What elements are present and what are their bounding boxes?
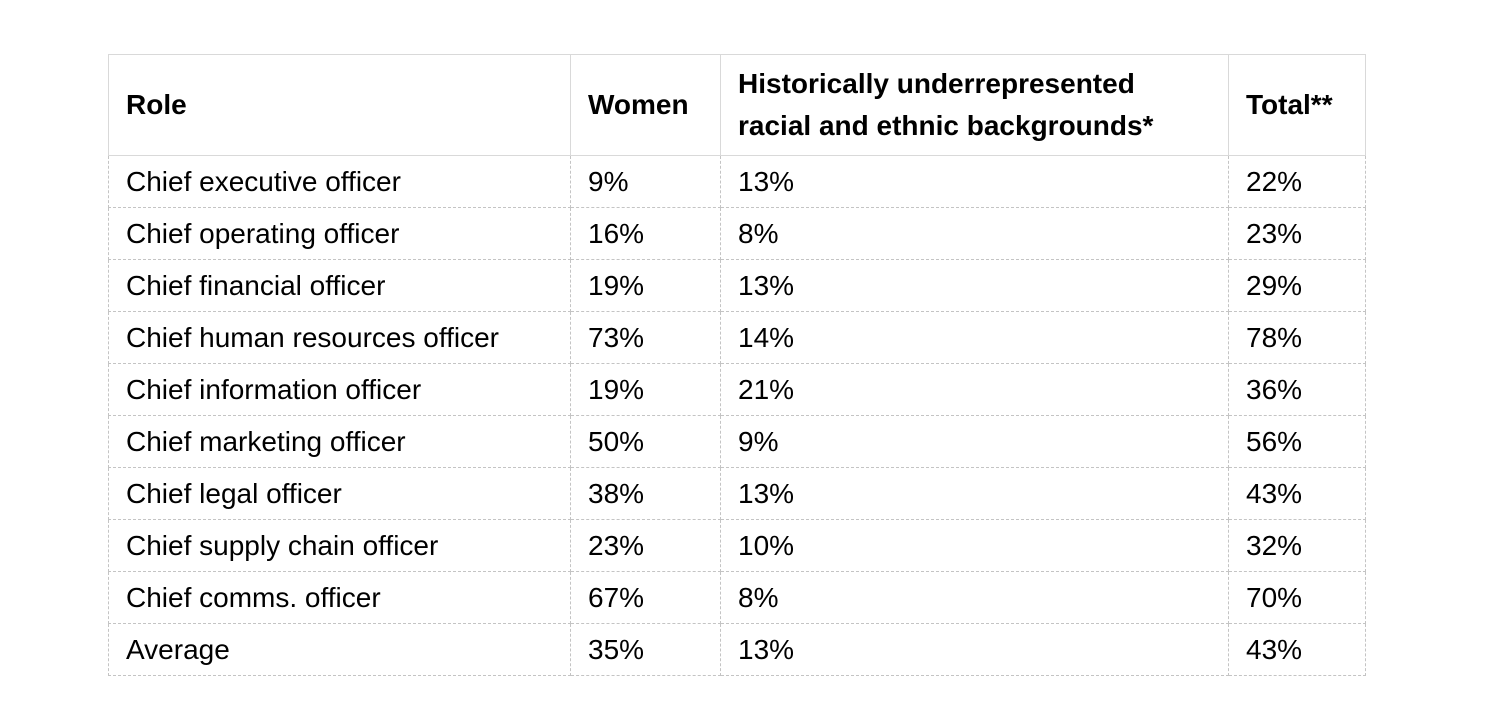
cell-role: Chief human resources officer bbox=[108, 311, 571, 364]
header-cell-women: Women bbox=[570, 54, 721, 156]
table-body: Chief executive officer 9% 13% 22% Chief… bbox=[108, 155, 1366, 676]
cell-women: 50% bbox=[570, 415, 721, 468]
cell-underrepresented: 8% bbox=[720, 571, 1229, 624]
table-row: Chief operating officer 16% 8% 23% bbox=[108, 207, 1366, 260]
cell-underrepresented: 13% bbox=[720, 467, 1229, 520]
cell-role: Chief marketing officer bbox=[108, 415, 571, 468]
table-row: Chief executive officer 9% 13% 22% bbox=[108, 155, 1366, 208]
cell-role: Chief legal officer bbox=[108, 467, 571, 520]
cell-role: Chief information officer bbox=[108, 363, 571, 416]
cell-role: Chief financial officer bbox=[108, 259, 571, 312]
executive-diversity-table-container: Role Women Historically underrepresented… bbox=[108, 54, 1366, 676]
cell-underrepresented: 8% bbox=[720, 207, 1229, 260]
table-row: Chief legal officer 38% 13% 43% bbox=[108, 467, 1366, 520]
cell-underrepresented: 14% bbox=[720, 311, 1229, 364]
cell-women: 19% bbox=[570, 363, 721, 416]
cell-underrepresented: 21% bbox=[720, 363, 1229, 416]
cell-role: Chief operating officer bbox=[108, 207, 571, 260]
table-row: Chief financial officer 19% 13% 29% bbox=[108, 259, 1366, 312]
cell-total: 22% bbox=[1228, 155, 1366, 208]
cell-role: Chief comms. officer bbox=[108, 571, 571, 624]
cell-underrepresented: 13% bbox=[720, 259, 1229, 312]
cell-total: 32% bbox=[1228, 519, 1366, 572]
cell-total: 29% bbox=[1228, 259, 1366, 312]
cell-underrepresented: 13% bbox=[720, 155, 1229, 208]
header-cell-underrepresented: Historically underrepresented racial and… bbox=[720, 54, 1229, 156]
cell-total: 56% bbox=[1228, 415, 1366, 468]
cell-women: 38% bbox=[570, 467, 721, 520]
cell-total: 43% bbox=[1228, 467, 1366, 520]
cell-women: 73% bbox=[570, 311, 721, 364]
table-header: Role Women Historically underrepresented… bbox=[108, 54, 1366, 156]
cell-underrepresented: 13% bbox=[720, 623, 1229, 676]
cell-underrepresented: 9% bbox=[720, 415, 1229, 468]
cell-total: 70% bbox=[1228, 571, 1366, 624]
cell-total: 23% bbox=[1228, 207, 1366, 260]
cell-women: 16% bbox=[570, 207, 721, 260]
table-row: Chief human resources officer 73% 14% 78… bbox=[108, 311, 1366, 364]
cell-total: 78% bbox=[1228, 311, 1366, 364]
cell-total: 43% bbox=[1228, 623, 1366, 676]
cell-women: 23% bbox=[570, 519, 721, 572]
cell-women: 67% bbox=[570, 571, 721, 624]
table-row: Average 35% 13% 43% bbox=[108, 623, 1366, 676]
table-row: Chief information officer 19% 21% 36% bbox=[108, 363, 1366, 416]
header-cell-total: Total** bbox=[1228, 54, 1366, 156]
cell-total: 36% bbox=[1228, 363, 1366, 416]
header-cell-role: Role bbox=[108, 54, 571, 156]
table-row: Chief comms. officer 67% 8% 70% bbox=[108, 571, 1366, 624]
cell-role: Chief executive officer bbox=[108, 155, 571, 208]
table-row: Chief supply chain officer 23% 10% 32% bbox=[108, 519, 1366, 572]
cell-role: Average bbox=[108, 623, 571, 676]
header-row: Role Women Historically underrepresented… bbox=[108, 54, 1366, 156]
cell-women: 9% bbox=[570, 155, 721, 208]
cell-women: 19% bbox=[570, 259, 721, 312]
cell-role: Chief supply chain officer bbox=[108, 519, 571, 572]
cell-underrepresented: 10% bbox=[720, 519, 1229, 572]
executive-diversity-table: Role Women Historically underrepresented… bbox=[108, 54, 1366, 676]
cell-women: 35% bbox=[570, 623, 721, 676]
table-row: Chief marketing officer 50% 9% 56% bbox=[108, 415, 1366, 468]
